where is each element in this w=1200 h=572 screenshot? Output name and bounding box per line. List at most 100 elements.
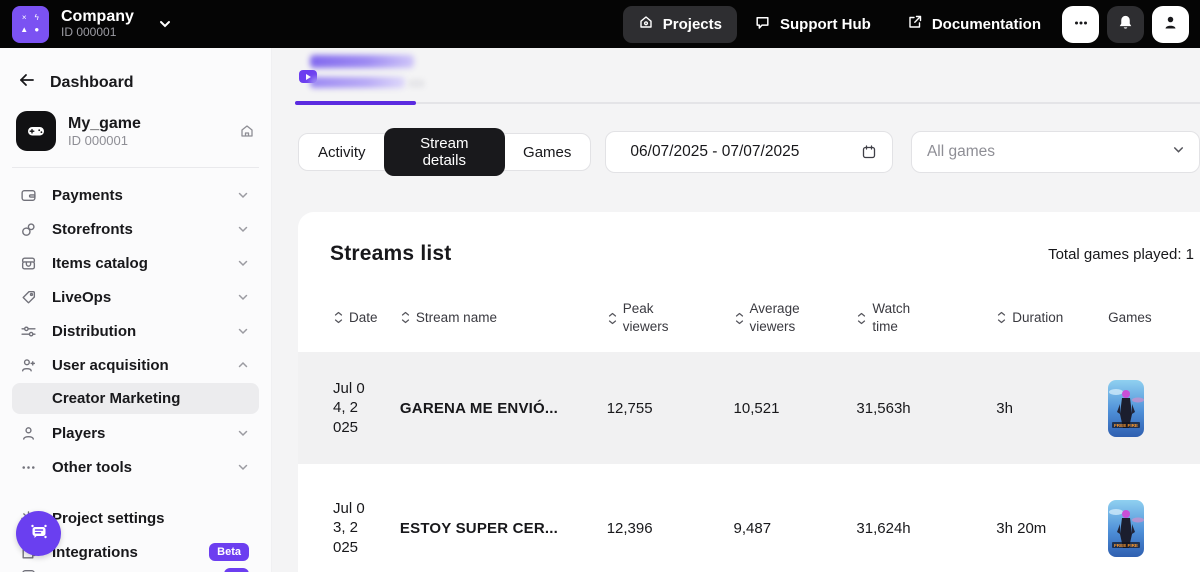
stream-name: GARENA ME ENVIÓ... <box>399 399 558 417</box>
chevron-down-icon <box>237 325 249 337</box>
column-header-stream-name[interactable]: Stream name <box>400 309 607 327</box>
stream-date: Jul 04, 2025 <box>333 379 365 436</box>
view-tabs: Activity Stream details Games <box>298 128 592 176</box>
date-range-value: 06/07/2025 - 07/07/2025 <box>630 143 800 160</box>
notifications-button[interactable] <box>1107 5 1144 43</box>
beta-badge: Beta <box>209 543 249 561</box>
sidebar-item-players[interactable]: Players <box>12 416 259 450</box>
project-name: My_game <box>68 114 141 132</box>
user-plus-icon <box>18 357 38 374</box>
external-link-icon <box>907 14 923 34</box>
sidebar-item-distribution[interactable]: Distribution <box>12 314 259 348</box>
game-thumbnail-free-fire: FREE FIRE <box>1108 379 1194 437</box>
company-name: Company <box>61 7 134 25</box>
table-row[interactable]: Jul 04, 2025 GARENA ME ENVIÓ... 12,755 1… <box>298 352 1200 464</box>
sort-icon <box>734 312 745 325</box>
sort-icon <box>856 312 867 325</box>
nav-spacer <box>12 484 259 501</box>
chevron-down-icon <box>237 291 249 303</box>
basket-icon <box>18 255 38 272</box>
sidebar: Dashboard My_game ID 000001 Payments <box>0 48 272 572</box>
back-to-dashboard[interactable]: Dashboard <box>0 48 271 97</box>
chat-lines-icon <box>26 519 52 548</box>
chat-bubble-icon <box>754 14 771 35</box>
project-id: ID 000001 <box>68 132 128 148</box>
watch-time-value: 31,563h <box>856 399 911 417</box>
redacted-channel-subtitle <box>310 77 405 88</box>
column-header-average-viewers[interactable]: Average viewers <box>734 300 857 335</box>
chevron-down-icon <box>1172 143 1185 161</box>
tab-track <box>295 102 1200 104</box>
column-header-date[interactable]: Date <box>330 309 400 327</box>
project-selector[interactable]: My_game ID 000001 <box>0 97 271 167</box>
sort-icon <box>400 311 411 324</box>
column-header-games: Games <box>1108 310 1152 326</box>
tab-activity[interactable]: Activity <box>299 134 385 170</box>
sidebar-nav: Payments Storefronts Items catalog <box>0 168 271 569</box>
games-filter-value: All games <box>926 143 995 160</box>
badge <box>223 568 249 572</box>
tab-games[interactable]: Games <box>504 134 590 170</box>
svg-text:FREE FIRE: FREE FIRE <box>1114 422 1138 427</box>
back-label: Dashboard <box>50 73 134 91</box>
watch-time-value: 31,624h <box>856 519 911 537</box>
duration-value: 3h 20m <box>996 519 1047 537</box>
company-logo[interactable]: × ϟ ▲ ● <box>12 5 49 43</box>
total-games-played: Total games played: 1 <box>1048 245 1194 263</box>
sidebar-item-user-acquisition[interactable]: User acquisition <box>12 348 259 382</box>
support-hub-button[interactable]: Support Hub <box>754 14 871 35</box>
more-button[interactable] <box>1062 5 1099 43</box>
tab-stream-details[interactable]: Stream details <box>383 128 506 176</box>
home-icon[interactable] <box>239 123 255 139</box>
stream-date: Jul 03, 2025 <box>333 499 365 556</box>
rings-icon <box>18 221 38 238</box>
projects-button[interactable]: Projects <box>622 5 737 43</box>
chevron-down-icon <box>237 461 249 473</box>
square-icon <box>18 568 38 572</box>
chevron-down-icon <box>237 427 249 439</box>
active-tab-underline <box>295 101 416 105</box>
redacted-text <box>408 79 425 88</box>
documentation-button[interactable]: Documentation <box>907 14 1041 34</box>
peak-viewers-value: 12,396 <box>606 519 653 537</box>
main-content: Activity Stream details Games 06/07/2025… <box>272 48 1200 572</box>
table-row[interactable]: Jul 03, 2025 ESTOY SUPER CER... 12,396 9… <box>298 472 1200 572</box>
divider <box>12 167 259 168</box>
sidebar-item-storefronts[interactable]: Storefronts <box>12 212 259 246</box>
gamepad-icon <box>16 111 56 151</box>
calendar-icon <box>861 144 877 160</box>
sidebar-item-creator-marketing[interactable]: Creator Marketing <box>12 383 259 414</box>
ellipsis-icon <box>18 459 38 476</box>
chevron-down-icon[interactable] <box>158 17 172 31</box>
filters-row: Activity Stream details Games 06/07/2025… <box>298 128 1200 176</box>
column-header-duration[interactable]: Duration <box>996 309 1108 327</box>
column-header-watch-time[interactable]: Watch time <box>856 300 996 335</box>
duration-value: 3h <box>996 399 1013 417</box>
average-viewers-value: 10,521 <box>733 399 780 417</box>
column-header-peak-viewers[interactable]: Peak viewers <box>607 300 734 335</box>
svg-text:FREE FIRE: FREE FIRE <box>1114 542 1138 547</box>
wallet-icon <box>18 187 38 204</box>
top-bar: × ϟ ▲ ● Company ID 000001 Projects Support… <box>0 0 1200 48</box>
card-title: Streams list <box>330 242 452 265</box>
game-thumbnail-free-fire: FREE FIRE <box>1108 499 1194 557</box>
sidebar-item-other-tools[interactable]: Other tools <box>12 450 259 484</box>
sidebar-item-truncated[interactable] <box>12 566 259 572</box>
sidebar-item-payments[interactable]: Payments <box>12 178 259 212</box>
games-filter-select[interactable]: All games <box>910 131 1200 173</box>
sidebar-item-liveops[interactable]: LiveOps <box>12 280 259 314</box>
company-id: ID 000001 <box>61 25 117 40</box>
average-viewers-value: 9,487 <box>733 519 772 537</box>
date-range-picker[interactable]: 06/07/2025 - 07/07/2025 <box>605 131 893 173</box>
profile-button[interactable] <box>1152 5 1189 43</box>
arrow-left-icon <box>18 72 36 93</box>
chevron-down-icon <box>237 189 249 201</box>
chat-widget-button[interactable] <box>16 511 61 556</box>
tag-icon <box>18 289 38 306</box>
topbar-actions: Projects Support Hub Documentation <box>622 5 1189 43</box>
bell-icon <box>1117 14 1134 34</box>
company-switcher[interactable]: Company ID 000001 <box>61 8 134 40</box>
sliders-icon <box>18 323 38 340</box>
sidebar-item-items-catalog[interactable]: Items catalog <box>12 246 259 280</box>
chevron-up-icon <box>237 359 249 371</box>
